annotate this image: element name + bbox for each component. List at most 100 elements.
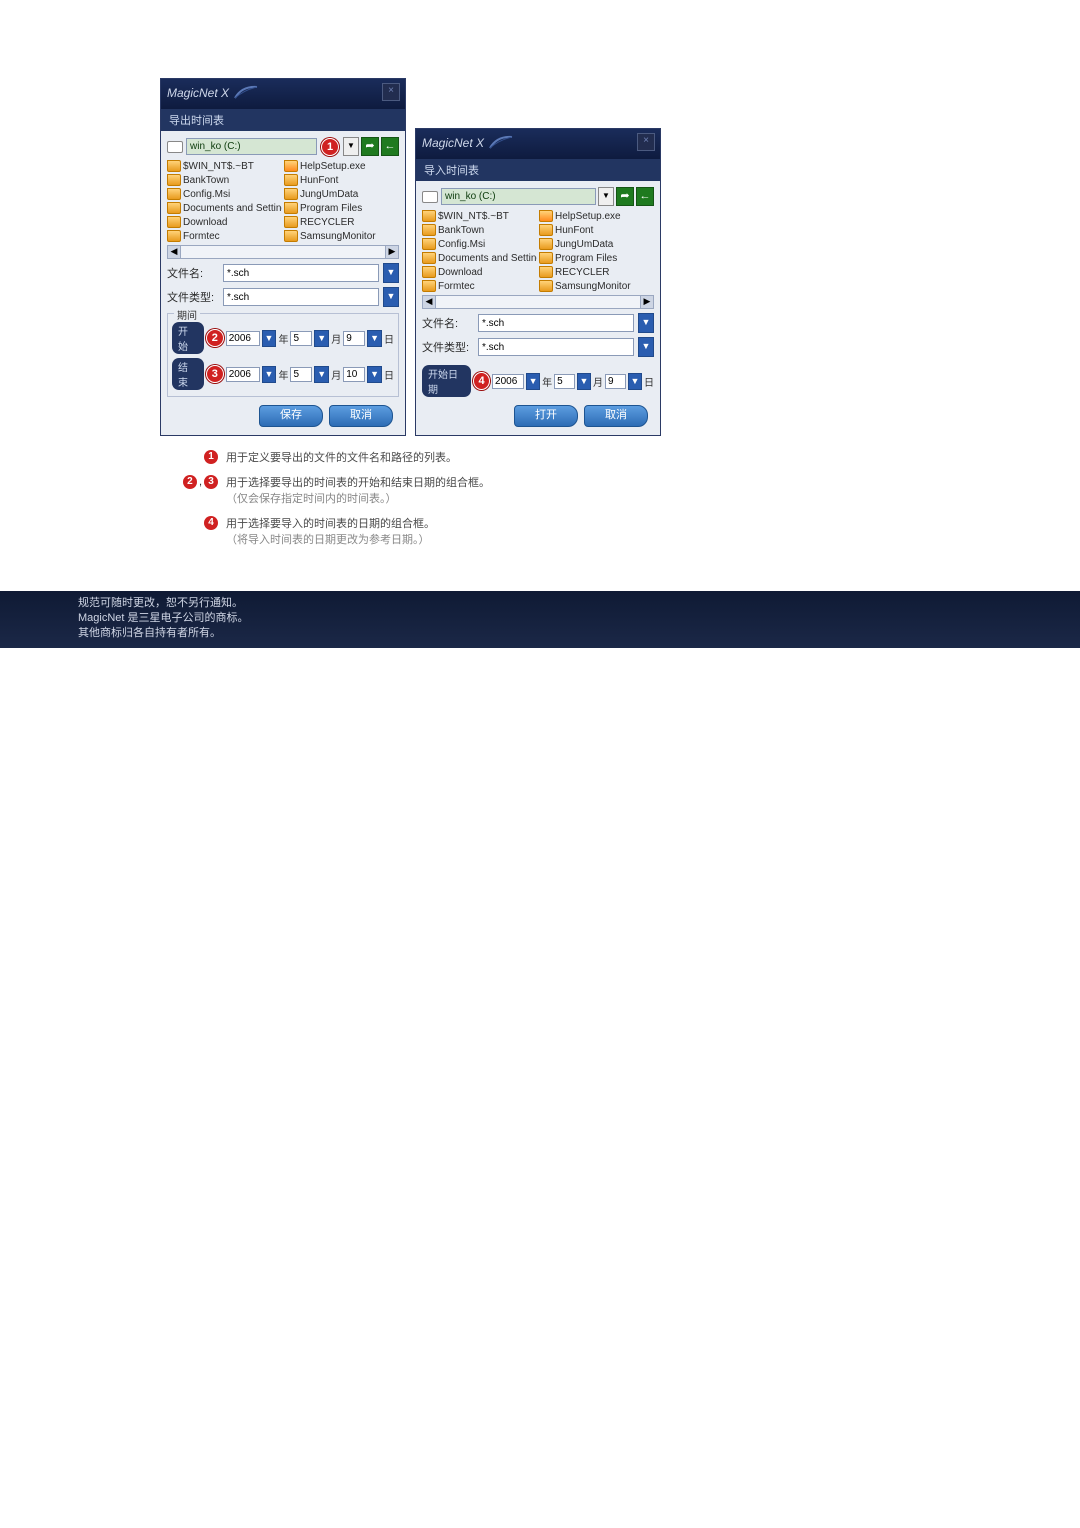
legend-text-3a: 用于选择要导入的时间表的日期的组合框。 xyxy=(226,518,435,530)
filename-dropdown[interactable]: ▼ xyxy=(638,313,654,333)
folder-icon xyxy=(539,252,553,264)
dialog-caption: 导出时间表 xyxy=(161,109,405,131)
brand-swoosh-icon xyxy=(234,84,258,100)
file-icon xyxy=(539,210,553,222)
file-list-scrollbar[interactable]: ◀ ▶ xyxy=(167,245,399,259)
up-folder-button[interactable]: ➦ xyxy=(361,137,379,156)
brand-swoosh-icon xyxy=(489,134,513,150)
scroll-left-button[interactable]: ◀ xyxy=(168,246,181,258)
list-item: RECYCLER xyxy=(539,265,654,279)
list-item: Config.Msi xyxy=(167,187,282,201)
filetype-dropdown[interactable]: ▼ xyxy=(383,287,399,307)
folder-icon xyxy=(167,216,181,228)
list-item: BankTown xyxy=(167,173,282,187)
list-item: SamsungMonitor xyxy=(284,229,399,243)
filename-label: 文件名: xyxy=(422,315,474,331)
import-year-dd[interactable]: ▼ xyxy=(526,373,540,390)
callout-4: 4 xyxy=(473,372,490,390)
file-list-scrollbar[interactable]: ◀ ▶ xyxy=(422,295,654,309)
scroll-right-button[interactable]: ▶ xyxy=(640,296,653,308)
filename-dropdown[interactable]: ▼ xyxy=(383,263,399,283)
back-button[interactable]: ← xyxy=(381,137,399,156)
drive-icon xyxy=(167,141,183,153)
cancel-button[interactable]: 取消 xyxy=(584,405,648,427)
import-month-dd[interactable]: ▼ xyxy=(577,373,591,390)
path-dropdown[interactable]: ▼ xyxy=(598,187,614,206)
filetype-input[interactable]: *.sch xyxy=(478,338,634,356)
folder-icon xyxy=(422,266,436,278)
import-year-input[interactable]: 2006 xyxy=(492,374,524,389)
close-icon[interactable]: × xyxy=(637,133,655,151)
export-schedule-dialog: MagicNet X × 导出时间表 win_ko (C:) 1 ▼ ➦ ← $… xyxy=(160,78,406,436)
start-year-input[interactable]: 2006 xyxy=(226,331,260,346)
start-day-input[interactable]: 9 xyxy=(343,331,365,346)
drive-icon xyxy=(422,191,438,203)
end-year-dd[interactable]: ▼ xyxy=(262,366,277,383)
list-item: $WIN_NT$.~BT xyxy=(422,209,537,223)
drive-path[interactable]: win_ko (C:) xyxy=(441,188,596,205)
list-item: HelpSetup.exe xyxy=(539,209,654,223)
brand-label: MagicNet X xyxy=(161,79,229,100)
filename-input[interactable]: *.sch xyxy=(223,264,379,282)
folder-icon xyxy=(539,280,553,292)
folder-icon xyxy=(167,188,181,200)
end-day-input[interactable]: 10 xyxy=(343,367,365,382)
save-button[interactable]: 保存 xyxy=(259,405,323,427)
path-dropdown[interactable]: ▼ xyxy=(343,137,359,156)
dialog-titlebar[interactable]: MagicNet X × xyxy=(161,79,405,109)
import-month-input[interactable]: 5 xyxy=(554,374,575,389)
scroll-track[interactable] xyxy=(436,296,640,308)
start-year-dd[interactable]: ▼ xyxy=(262,330,277,347)
import-day-dd[interactable]: ▼ xyxy=(628,373,642,390)
list-item: HunFont xyxy=(284,173,399,187)
filename-input[interactable]: *.sch xyxy=(478,314,634,332)
back-button[interactable]: ← xyxy=(636,187,654,206)
filetype-label: 文件类型: xyxy=(422,339,474,355)
filetype-input[interactable]: *.sch xyxy=(223,288,379,306)
file-list[interactable]: $WIN_NT$.~BT BankTown Config.Msi Documen… xyxy=(422,209,654,293)
scroll-left-button[interactable]: ◀ xyxy=(423,296,436,308)
folder-icon xyxy=(422,238,436,250)
scroll-right-button[interactable]: ▶ xyxy=(385,246,398,258)
folder-icon xyxy=(284,202,298,214)
list-item: JungUmData xyxy=(284,187,399,201)
end-month-input[interactable]: 5 xyxy=(290,367,312,382)
dialog-caption: 导入时间表 xyxy=(416,159,660,181)
filetype-label: 文件类型: xyxy=(167,289,219,305)
up-folder-button[interactable]: ➦ xyxy=(616,187,634,206)
scroll-track[interactable] xyxy=(181,246,385,258)
folder-icon xyxy=(284,230,298,242)
start-day-dd[interactable]: ▼ xyxy=(367,330,382,347)
file-list[interactable]: $WIN_NT$.~BT BankTown Config.Msi Documen… xyxy=(167,159,399,243)
list-item: Program Files xyxy=(284,201,399,215)
list-item: JungUmData xyxy=(539,237,654,251)
import-day-input[interactable]: 9 xyxy=(605,374,626,389)
close-icon[interactable]: × xyxy=(382,83,400,101)
cancel-button[interactable]: 取消 xyxy=(329,405,393,427)
end-month-dd[interactable]: ▼ xyxy=(314,366,329,383)
drive-path[interactable]: win_ko (C:) xyxy=(186,138,317,155)
legend-badge-3: 3 xyxy=(204,475,218,489)
folder-icon xyxy=(167,202,181,214)
legend-text-1: 用于定义要导出的文件的文件名和路径的列表。 xyxy=(226,450,457,467)
folder-icon xyxy=(284,174,298,186)
dialog-titlebar[interactable]: MagicNet X × xyxy=(416,129,660,159)
filetype-dropdown[interactable]: ▼ xyxy=(638,337,654,357)
start-month-input[interactable]: 5 xyxy=(290,331,312,346)
folder-icon xyxy=(422,252,436,264)
list-item: Program Files xyxy=(539,251,654,265)
start-month-dd[interactable]: ▼ xyxy=(314,330,329,347)
folder-icon xyxy=(284,188,298,200)
list-item: Formtec xyxy=(422,279,537,293)
list-item: Documents and Settings xyxy=(422,251,537,265)
list-item: Documents and Settings xyxy=(167,201,282,215)
end-day-dd[interactable]: ▼ xyxy=(367,366,382,383)
open-button[interactable]: 打开 xyxy=(514,405,578,427)
list-item: Config.Msi xyxy=(422,237,537,251)
callout-3: 3 xyxy=(206,365,224,383)
list-item: Download xyxy=(422,265,537,279)
legend-text-2b: （仅会保存指定时间内的时间表。） xyxy=(226,493,397,505)
folder-icon xyxy=(422,280,436,292)
end-year-input[interactable]: 2006 xyxy=(226,367,260,382)
list-item: BankTown xyxy=(422,223,537,237)
